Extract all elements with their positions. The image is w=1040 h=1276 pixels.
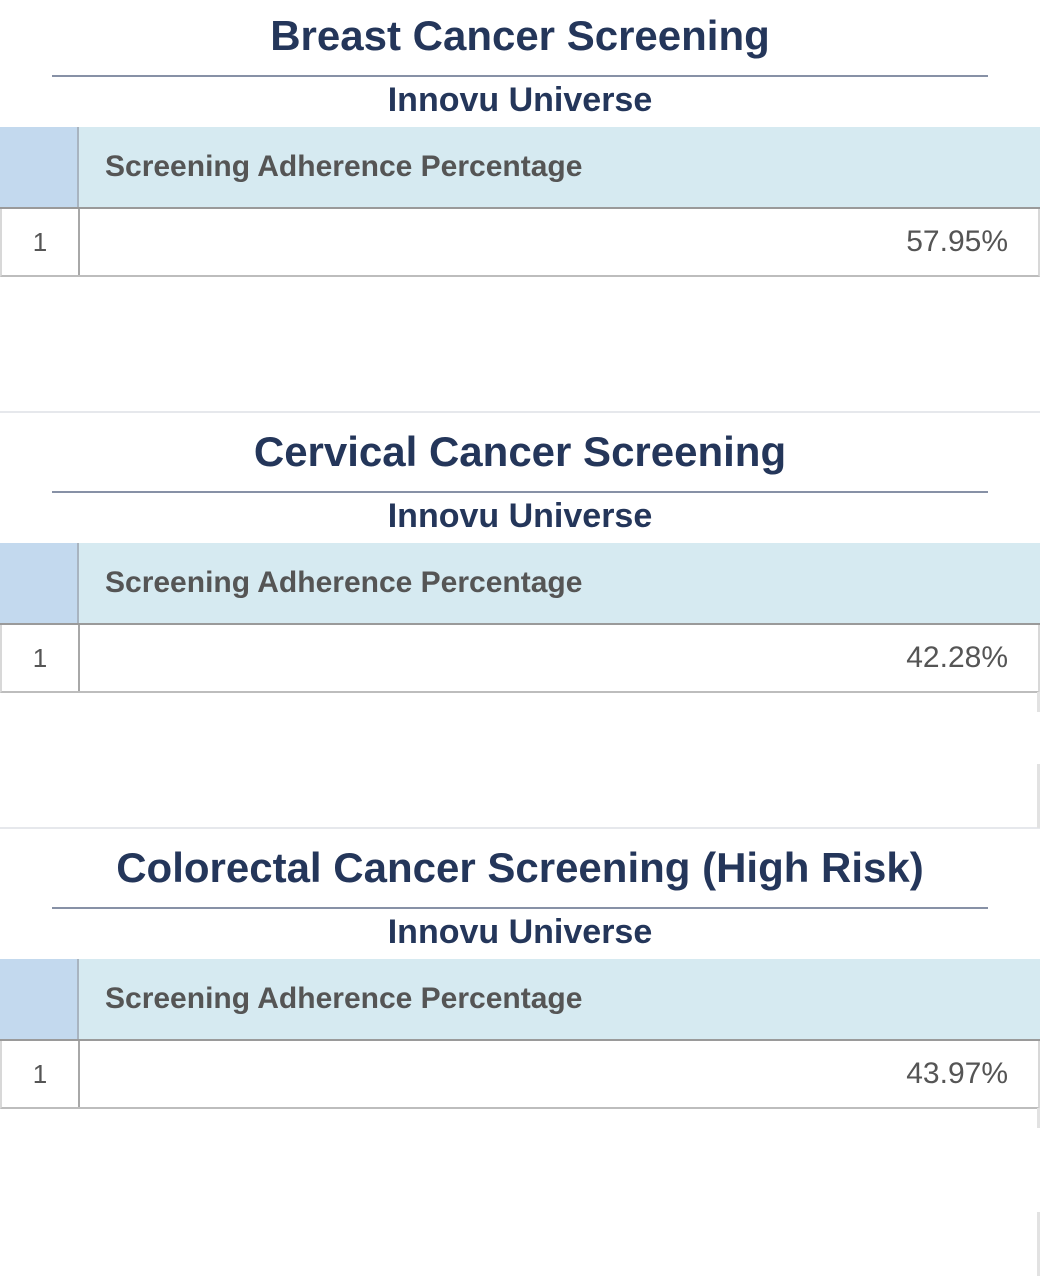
column-header-screening-adherence[interactable]: Screening Adherence Percentage [105,982,583,1015]
grid-header-row: Screening Adherence Percentage [0,543,1040,625]
report-panel-colorectal-cancer: Colorectal Cancer Screening (High Risk) … [0,827,1040,1243]
row-number-cell: 1 [2,1041,80,1107]
adherence-percentage-cell: 43.97% [906,1057,1008,1090]
row-number-cell: 1 [2,625,80,691]
panel-edge [1037,692,1040,712]
panel-title: Breast Cancer Screening [270,12,770,59]
column-header-screening-adherence[interactable]: Screening Adherence Percentage [105,566,583,599]
panel-divider [0,827,1040,829]
report-panel-cervical-cancer: Cervical Cancer Screening Innovu Univers… [0,411,1040,827]
table-row[interactable]: 1 42.28% [0,625,1040,693]
row-number-header[interactable] [0,543,79,623]
panel-edge [1037,1212,1040,1276]
adherence-percentage-cell: 42.28% [906,641,1008,674]
panel-divider [0,411,1040,413]
row-number-header[interactable] [0,959,79,1039]
panel-edge [1037,1108,1040,1128]
row-number-cell: 1 [2,209,80,275]
row-number-header[interactable] [0,127,79,207]
title-divider [52,75,988,77]
column-header-screening-adherence[interactable]: Screening Adherence Percentage [105,150,583,183]
panel-subtitle: Innovu Universe [387,497,653,535]
table-row[interactable]: 1 57.95% [0,209,1040,277]
table-row[interactable]: 1 43.97% [0,1041,1040,1109]
title-divider [52,907,988,909]
title-divider [52,491,988,493]
panel-edge [1037,764,1040,828]
panel-subtitle: Innovu Universe [387,913,653,951]
report-panel-breast-cancer: Breast Cancer Screening Innovu Universe … [0,0,1040,416]
adherence-percentage-cell: 57.95% [906,225,1008,258]
grid-header-row: Screening Adherence Percentage [0,959,1040,1041]
panel-subtitle: Innovu Universe [387,81,653,119]
grid-header-row: Screening Adherence Percentage [0,127,1040,209]
panel-title: Colorectal Cancer Screening (High Risk) [116,844,924,891]
panel-title: Cervical Cancer Screening [253,428,787,475]
